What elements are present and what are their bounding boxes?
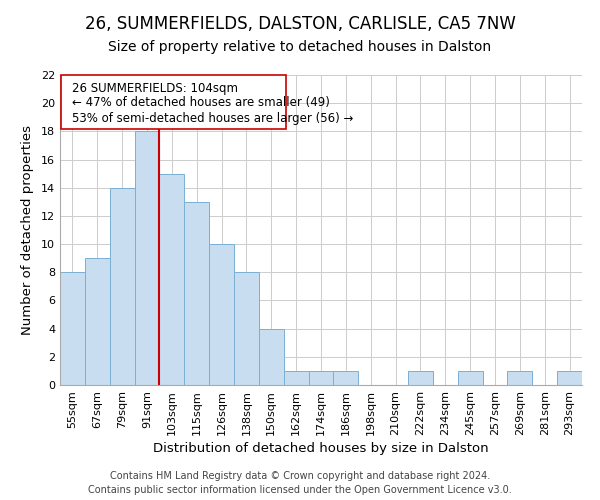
Bar	[557, 371, 582, 385]
Bar	[334, 371, 358, 385]
Y-axis label: Number of detached properties: Number of detached properties	[21, 125, 34, 335]
Bar	[134, 132, 160, 385]
Bar	[209, 244, 234, 385]
Bar	[85, 258, 110, 385]
Bar	[308, 371, 334, 385]
Text: 53% of semi-detached houses are larger (56) →: 53% of semi-detached houses are larger (…	[73, 112, 354, 124]
Bar	[508, 371, 532, 385]
Text: 26 SUMMERFIELDS: 104sqm: 26 SUMMERFIELDS: 104sqm	[73, 82, 238, 95]
Bar	[408, 371, 433, 385]
Text: ← 47% of detached houses are smaller (49): ← 47% of detached houses are smaller (49…	[73, 96, 331, 109]
Bar	[160, 174, 184, 385]
Bar	[458, 371, 482, 385]
Bar	[284, 371, 308, 385]
Bar	[259, 328, 284, 385]
Bar	[60, 272, 85, 385]
Text: 26, SUMMERFIELDS, DALSTON, CARLISLE, CA5 7NW: 26, SUMMERFIELDS, DALSTON, CARLISLE, CA5…	[85, 15, 515, 33]
Bar	[234, 272, 259, 385]
Bar	[61, 75, 286, 128]
Bar	[184, 202, 209, 385]
Bar	[110, 188, 134, 385]
X-axis label: Distribution of detached houses by size in Dalston: Distribution of detached houses by size …	[153, 442, 489, 455]
Text: Size of property relative to detached houses in Dalston: Size of property relative to detached ho…	[109, 40, 491, 54]
Text: Contains HM Land Registry data © Crown copyright and database right 2024.
Contai: Contains HM Land Registry data © Crown c…	[88, 471, 512, 495]
